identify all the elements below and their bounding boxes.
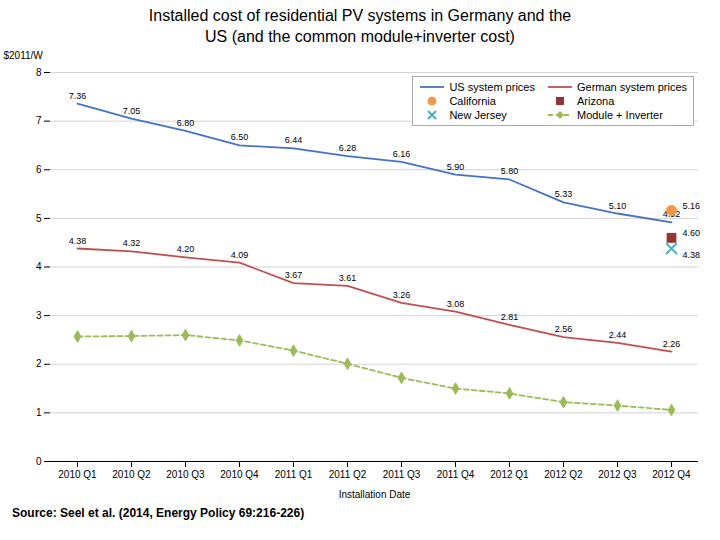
html-text:Module + Inverter: Module + Inverter [577, 108, 663, 121]
svg-text:$2011/W: $2011/W [4, 49, 44, 60]
html-text:Arizona: Arizona [577, 94, 615, 107]
html-text:German system prices: German system prices [577, 80, 687, 93]
svg-text:4.60: 4.60 [683, 227, 701, 237]
svg-text:4.09: 4.09 [231, 249, 249, 259]
svg-text:3.26: 3.26 [393, 290, 411, 300]
svg-text:6.50: 6.50 [231, 132, 249, 142]
svg-text:8: 8 [36, 66, 42, 77]
svg-text:2011 Q4: 2011 Q4 [437, 468, 475, 479]
svg-text:0: 0 [36, 455, 42, 466]
svg-text:2010 Q2: 2010 Q2 [112, 468, 151, 479]
svg-text:4.92: 4.92 [662, 208, 681, 219]
svg-text:3.08: 3.08 [447, 298, 465, 308]
svg-text:Installation Date: Installation Date [339, 488, 411, 499]
svg-text:4.38: 4.38 [683, 250, 701, 260]
svg-text:2011 Q2: 2011 Q2 [329, 468, 367, 479]
svg-text:2012 Q1: 2012 Q1 [490, 468, 529, 479]
html-text:Installed cost of residential: Installed cost of residential PV systems… [148, 7, 572, 24]
svg-text:2.56: 2.56 [555, 324, 573, 334]
svg-text:2.26: 2.26 [663, 338, 681, 348]
svg-text:2011 Q3: 2011 Q3 [383, 468, 421, 479]
svg-text:3.67: 3.67 [285, 270, 303, 280]
svg-text:6: 6 [36, 164, 42, 175]
svg-text:2: 2 [36, 358, 42, 369]
svg-text:2012 Q4: 2012 Q4 [652, 468, 691, 479]
svg-text:5.90: 5.90 [447, 161, 465, 171]
svg-text:5.16: 5.16 [683, 200, 701, 210]
svg-text:5.10: 5.10 [609, 200, 627, 210]
svg-text:7.05: 7.05 [123, 105, 141, 115]
svg-text:5: 5 [36, 212, 42, 223]
html-text:California: California [449, 94, 496, 107]
svg-text:6.16: 6.16 [393, 149, 411, 159]
svg-text:7: 7 [36, 115, 42, 126]
svg-text:4.38: 4.38 [69, 235, 87, 245]
svg-text:6.28: 6.28 [339, 143, 357, 153]
svg-text:4.32: 4.32 [123, 238, 141, 248]
svg-text:7.36: 7.36 [69, 90, 87, 100]
svg-text:4.20: 4.20 [177, 244, 195, 254]
html-text:US (and the common module+inve: US (and the common module+inverter cost) [205, 27, 515, 45]
svg-text:2012 Q3: 2012 Q3 [598, 468, 637, 479]
svg-text:4: 4 [36, 261, 42, 272]
svg-text:2.81: 2.81 [501, 311, 519, 321]
svg-text:2010 Q1: 2010 Q1 [58, 468, 97, 479]
html-text:US system prices: US system prices [449, 80, 535, 93]
svg-text:1: 1 [36, 407, 42, 418]
svg-text:6.80: 6.80 [177, 117, 195, 127]
svg-text:6.44: 6.44 [285, 135, 303, 145]
html-text:Source: Seel et al. (2014, Ene: Source: Seel et al. (2014, Energy Policy… [12, 505, 305, 520]
svg-text:2012 Q2: 2012 Q2 [544, 468, 583, 479]
svg-text:5.80: 5.80 [501, 166, 519, 176]
svg-text:5.33: 5.33 [555, 189, 573, 199]
svg-text:2.44: 2.44 [609, 329, 627, 339]
html-text:New Jersey: New Jersey [449, 108, 507, 121]
svg-text:2010 Q3: 2010 Q3 [166, 468, 205, 479]
svg-text:3: 3 [36, 309, 42, 320]
svg-text:2010 Q4: 2010 Q4 [220, 468, 259, 479]
svg-text:3.61: 3.61 [339, 273, 357, 283]
svg-text:2011 Q1: 2011 Q1 [275, 468, 313, 479]
